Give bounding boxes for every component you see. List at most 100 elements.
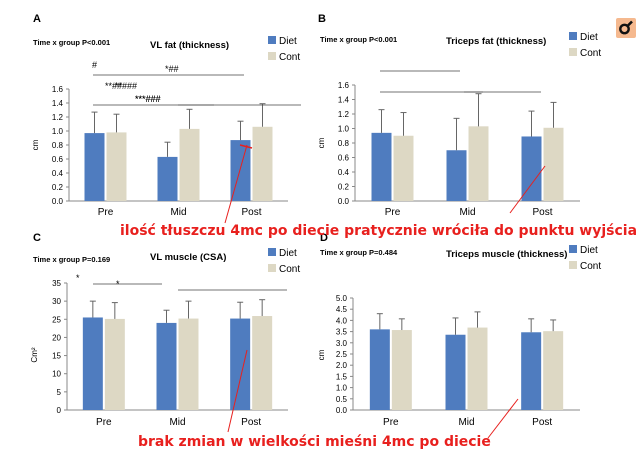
bar-cont <box>106 132 127 201</box>
legend-label: Diet <box>279 36 297 47</box>
y-tick-label: 0.8 <box>52 141 64 150</box>
bar-diet <box>157 156 178 201</box>
bar-diet <box>84 133 105 201</box>
bar-cont <box>252 316 273 410</box>
bar-diet <box>82 317 103 410</box>
bar-diet <box>446 150 467 201</box>
y-tick-label: 1.6 <box>52 85 64 94</box>
y-tick-label: 0.8 <box>338 139 350 148</box>
annotation-arrow <box>509 165 546 214</box>
y-tick-label: 0.2 <box>338 183 350 192</box>
bar-cont <box>104 318 125 410</box>
panel-letter: C <box>33 232 41 244</box>
bar-cont <box>543 331 564 410</box>
y-tick-label: 0.0 <box>338 197 350 206</box>
y-tick-label: 0.4 <box>338 168 350 177</box>
bar-diet <box>521 332 542 410</box>
legend-swatch-diet <box>569 32 577 40</box>
x-tick-label: Pre <box>383 417 399 428</box>
bar-cont <box>393 135 414 201</box>
legend-swatch-cont <box>268 52 276 60</box>
legend-swatch-diet <box>268 36 276 44</box>
x-tick-label: Mid <box>169 417 185 428</box>
y-tick-label: 1.2 <box>338 110 350 119</box>
y-tick-label: 5.0 <box>336 294 348 303</box>
bar-diet <box>230 318 251 410</box>
y-axis-label: Cm² <box>30 347 39 362</box>
x-tick-label: Pre <box>98 207 114 218</box>
annotation-arrowhead <box>239 144 253 149</box>
annotation-fat: ilość tłuszczu 4mc po diecie pratycznie … <box>120 223 638 239</box>
y-tick-label: 4.5 <box>336 305 348 314</box>
x-tick-label: Mid <box>458 417 474 428</box>
panel-title: VL muscle (CSA) <box>150 252 226 263</box>
bar-diet <box>369 329 390 410</box>
y-tick-label: 3.5 <box>336 328 348 337</box>
panel-title: VL fat (thickness) <box>150 40 229 51</box>
panel-title: Triceps muscle (thickness) <box>446 249 567 260</box>
bar-diet <box>521 136 542 201</box>
y-tick-label: 2.5 <box>336 350 348 359</box>
legend-label: Cont <box>279 52 300 63</box>
significance-label: **### <box>115 81 137 91</box>
annotation-arrow <box>487 398 519 439</box>
bar-cont <box>252 126 273 201</box>
y-tick-label: 0.4 <box>52 169 64 178</box>
y-tick-label: 15 <box>52 352 61 361</box>
y-tick-label: 0.6 <box>338 154 350 163</box>
x-tick-label: Post <box>241 417 261 428</box>
y-tick-label: 25 <box>52 315 61 324</box>
legend-swatch-cont <box>569 48 577 56</box>
x-tick-label: Post <box>532 207 552 218</box>
x-tick-label: Pre <box>385 207 401 218</box>
legend-label: Cont <box>580 261 601 272</box>
y-axis-label: cm <box>317 137 326 148</box>
y-tick-label: 10 <box>52 370 61 379</box>
y-tick-label: 0.2 <box>52 183 64 192</box>
magnifier-icon <box>616 18 636 38</box>
legend-label: Cont <box>279 264 300 275</box>
y-tick-label: 30 <box>52 297 61 306</box>
x-tick-label: Mid <box>170 207 186 218</box>
y-tick-label: 1.2 <box>52 113 64 122</box>
annotation-arrow <box>224 144 248 224</box>
legend-swatch-diet <box>569 245 577 253</box>
legend-label: Diet <box>279 248 297 259</box>
y-tick-label: 1.4 <box>52 99 64 108</box>
bar-cont <box>467 327 488 410</box>
bar-diet <box>156 322 177 410</box>
significance-label: **## <box>105 81 122 91</box>
stat-text: Time x group P<0.001 <box>33 38 110 47</box>
stat-text: Time x group P<0.001 <box>320 35 397 44</box>
bar-cont <box>391 330 412 410</box>
significance-label: * <box>76 273 80 283</box>
legend-swatch-cont <box>569 261 577 269</box>
significance-label: ***### <box>135 94 161 104</box>
y-tick-label: 2.0 <box>336 361 348 370</box>
bar-cont <box>179 128 200 201</box>
x-tick-label: Pre <box>96 417 112 428</box>
y-tick-label: 0 <box>57 406 62 415</box>
y-tick-label: 0.0 <box>336 406 348 415</box>
legend-label: Diet <box>580 32 598 43</box>
y-tick-label: 5 <box>57 388 62 397</box>
x-tick-label: Mid <box>459 207 475 218</box>
panel-letter: B <box>318 13 326 25</box>
stat-text: Time x group P=0.484 <box>320 248 398 257</box>
y-tick-label: 1.5 <box>336 372 348 381</box>
y-tick-label: 3.0 <box>336 339 348 348</box>
panel-letter: A <box>33 13 41 25</box>
x-tick-label: Post <box>532 417 552 428</box>
stat-text: Time x group P=0.169 <box>33 255 110 264</box>
y-tick-label: 0.6 <box>52 155 64 164</box>
y-tick-label: 20 <box>52 333 61 342</box>
significance-label: *## <box>165 64 179 74</box>
y-tick-label: 0.0 <box>52 197 64 206</box>
x-tick-label: Post <box>241 207 261 218</box>
y-axis-label: cm <box>317 349 326 360</box>
legend-swatch-diet <box>268 248 276 256</box>
y-tick-label: 4.0 <box>336 316 348 325</box>
y-tick-label: 1.0 <box>338 125 350 134</box>
significance-label: * <box>116 279 120 289</box>
